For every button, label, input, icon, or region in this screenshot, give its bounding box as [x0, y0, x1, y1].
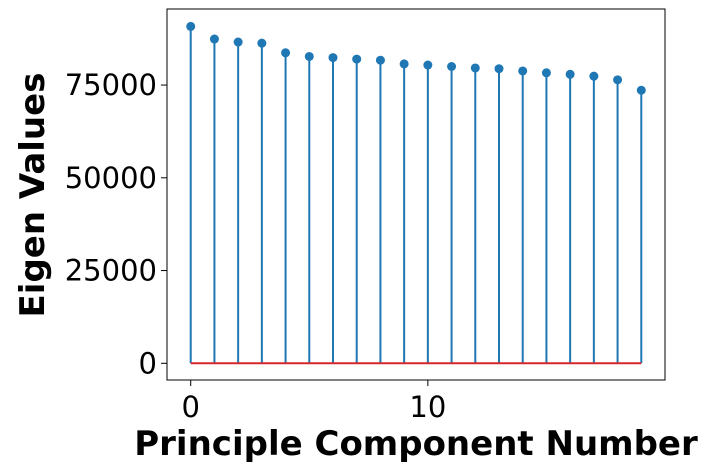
x-axis-ticks: 0 10 — [181, 380, 446, 424]
y-axis-ticks: 0 25000 50000 75000 — [65, 68, 167, 380]
stem-marker — [186, 21, 196, 31]
stem-marker — [589, 71, 599, 81]
stem-marker — [375, 55, 385, 65]
stem-marker — [565, 69, 575, 79]
y-axis-label: Eigen Values — [13, 73, 53, 318]
stem-marker — [447, 62, 457, 72]
x-axis-label: Principle Component Number — [134, 424, 698, 464]
y-tick-label: 50000 — [65, 161, 157, 195]
stem-lines — [189, 26, 643, 364]
stem-marker — [209, 34, 219, 44]
stem-marker — [304, 51, 314, 61]
stem-marker — [470, 63, 480, 73]
stem-marker — [352, 54, 362, 64]
y-tick-label: 75000 — [65, 68, 157, 102]
stem-marker — [613, 75, 623, 85]
stem-marker — [233, 37, 243, 47]
stem-marker — [423, 60, 433, 70]
stem-marker — [399, 59, 409, 69]
x-tick-label: 10 — [409, 390, 446, 424]
stem-marker — [281, 48, 291, 58]
stem-marker — [636, 85, 646, 95]
plot-frame — [166, 8, 666, 381]
stem-markers — [186, 21, 646, 95]
stem-marker — [328, 53, 338, 63]
stem-marker — [541, 68, 551, 78]
x-tick-label: 0 — [181, 390, 199, 424]
stem-marker — [257, 38, 267, 48]
stem-marker — [518, 66, 528, 76]
stem-marker — [494, 64, 504, 74]
y-tick-label: 25000 — [65, 254, 157, 288]
y-tick-label: 0 — [139, 346, 157, 380]
